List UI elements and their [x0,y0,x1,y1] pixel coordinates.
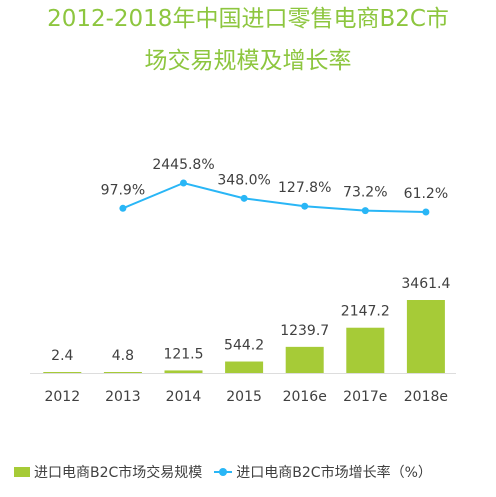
x-tick-label-2015: 2015 [226,389,262,405]
x-tick-label-2018e: 2018e [404,389,448,405]
growth-point-2015 [240,194,248,202]
legend-bar-swatch [14,467,30,477]
legend-bar-label: 进口电商B2C市场交易规模 [34,465,203,481]
x-tick-label-2014: 2014 [166,389,202,405]
growth-label-2017e: 73.2% [343,185,387,201]
growth-label-2013: 97.9% [101,182,145,198]
bar-2018e [406,300,445,373]
bar-2017e [346,327,385,373]
chart-title-line-2: 场交易规模及增长率 [144,48,352,74]
chart-title-line-1: 2012-2018年中国进口零售电商B2C市 [47,6,449,32]
growth-point-2017e [361,207,369,215]
x-tick-label-2012: 2012 [44,389,80,405]
growth-point-2013 [119,204,127,212]
x-tick-label-2016e: 2016e [283,389,327,405]
bar-value-label-2018e: 3461.4 [401,276,450,292]
growth-rate-line [122,181,426,213]
growth-point-2018e [422,208,430,216]
bar-value-label-2016e: 1239.7 [280,323,329,339]
x-tick-label-2013: 2013 [105,389,141,405]
bar-2016e [285,346,324,373]
bar-value-label-2015: 544.2 [224,338,264,354]
growth-point-2014 [180,179,187,187]
chart-canvas: 2.4 2012 4.8 2013 121.5 2014 544.2 2015 1239.7 20… [30,157,456,405]
bar-2014 [164,370,203,373]
bar-value-label-2013: 4.8 [112,348,134,364]
growth-point-2016e [301,202,309,210]
growth-label-2014: 2445.8% [152,157,214,173]
legend: 进口电商B2C市场交易规模 进口电商B2C市场增长率（%） [14,462,432,482]
bar-2015 [225,361,264,373]
x-tick-label-2017e: 2017e [343,389,387,405]
growth-label-2015: 348.0% [217,172,270,188]
bar-2012 [43,372,82,373]
growth-label-2018e: 61.2% [404,186,448,202]
bar-value-label-2014: 121.5 [163,346,203,362]
bar-2013 [103,372,142,373]
legend-line-swatch [214,467,233,477]
bar-value-label-2017e: 2147.2 [341,304,390,320]
bar-value-label-2012: 2.4 [51,348,73,364]
growth-label-2016e: 127.8% [278,180,331,196]
legend-line-label: 进口电商B2C市场增长率（%） [236,465,432,481]
